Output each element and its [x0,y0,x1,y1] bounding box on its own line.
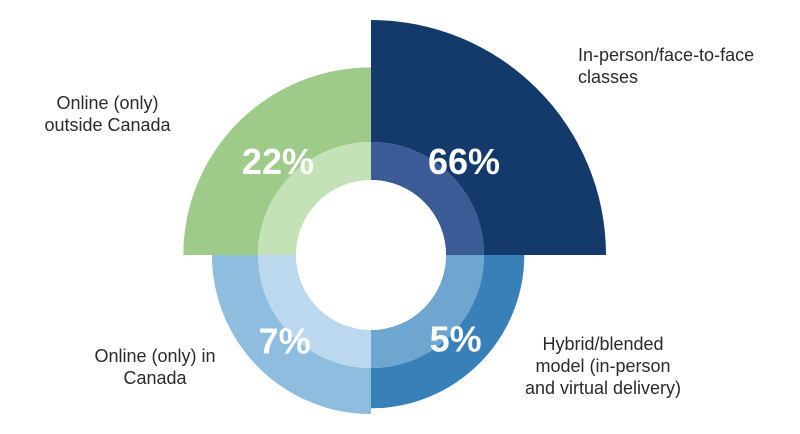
label-in-person: In-person/face-to-face classes [578,44,788,88]
category-label-line: outside Canada [44,115,171,135]
category-label-line: In-person/face-to-face [578,45,755,65]
value-label-hybrid-blended-model-in-person-and-virtual-delivery: 5% [430,319,482,360]
category-label-line: Canada [123,368,187,388]
slice-inner-hybrid-blended-model-in-person-and-virtual-delivery [371,255,484,368]
slice-hybrid-blended-model-in-person-and-virtual-delivery [371,255,525,409]
slice-inner-in-person-face-to-face-classes [371,142,484,255]
category-label-line: Online (only) in [94,346,216,366]
slice-inner-online-only-in-canada [258,255,371,368]
value-label-online-only-outside-canada: 22% [242,141,314,182]
label-online-canada: Online (only) in Canada [70,345,240,389]
slice-in-person-face-to-face-classes [371,20,606,255]
category-label-line: model (in-person [535,356,671,376]
category-label-line: Online (only) [56,93,159,113]
slice-online-only-in-canada [211,255,371,415]
label-hybrid: Hybrid/blended model (in-person and virtua… [508,333,698,399]
donut-hole [296,180,446,330]
slice-inner-online-only-outside-canada [258,142,371,255]
value-label-online-only-in-canada: 7% [259,320,311,361]
slice-online-only-outside-canada [183,67,371,255]
category-label-line: Hybrid/blended [542,334,664,354]
value-label-in-person-face-to-face-classes: 66% [428,141,500,182]
category-label-line: and virtual delivery) [524,378,682,398]
label-online-outside: Online (only) outside Canada [20,92,195,136]
category-label-line: classes [578,67,639,87]
